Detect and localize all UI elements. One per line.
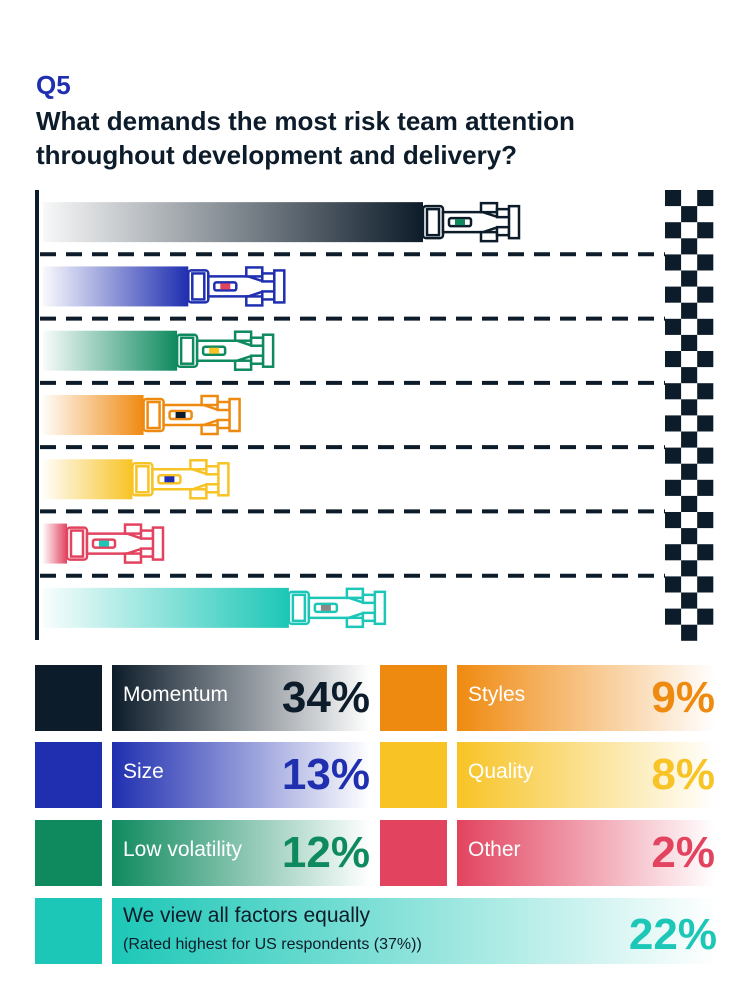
legend-item-other: Other 2% bbox=[345, 820, 720, 886]
legend-swatch bbox=[35, 665, 102, 731]
finish-flag-square bbox=[665, 254, 682, 271]
legend-item-momentum: Momentum 34% bbox=[0, 665, 375, 731]
legend-value: 13% bbox=[281, 750, 370, 799]
legend-swatch bbox=[380, 820, 447, 886]
legend-label-box: Momentum 34% bbox=[112, 665, 370, 731]
finish-flag-square bbox=[681, 302, 698, 319]
finish-flag-square bbox=[681, 592, 698, 609]
legend-value: 2% bbox=[651, 828, 715, 877]
legend-item-low-volatility: Low volatility 12% bbox=[0, 820, 375, 886]
finish-flag-square bbox=[665, 512, 682, 529]
finish-flag-square bbox=[665, 415, 682, 432]
finish-flag-square bbox=[681, 560, 698, 577]
finish-flag-square bbox=[665, 318, 682, 335]
bar-6 bbox=[43, 587, 289, 628]
finish-flag-square bbox=[681, 431, 698, 448]
race-car-icon bbox=[131, 459, 230, 500]
race-car-icon bbox=[142, 394, 241, 436]
finish-flag-square bbox=[665, 447, 682, 464]
legend-item-quality: Quality 8% bbox=[345, 742, 720, 808]
race-car-icon bbox=[65, 523, 165, 564]
legend-label-box: We view all factors equally (Rated highe… bbox=[112, 898, 717, 964]
finish-flag-square bbox=[665, 544, 682, 561]
finish-flag-square bbox=[665, 608, 682, 625]
legend-item-all-factors-equally: We view all factors equally (Rated highe… bbox=[0, 898, 720, 964]
finish-flag-square bbox=[681, 367, 698, 384]
finish-flag-square bbox=[681, 463, 698, 480]
legend-label: Quality bbox=[468, 760, 534, 783]
legend-item-size: Size 13% bbox=[0, 742, 375, 808]
race-car-icon bbox=[421, 201, 521, 243]
finish-flag-square bbox=[697, 286, 714, 303]
legend-swatch bbox=[35, 820, 102, 886]
bar-4 bbox=[43, 459, 133, 500]
finish-flag-square bbox=[681, 334, 698, 351]
finish-flag-square bbox=[665, 479, 682, 496]
finish-flag-square bbox=[665, 576, 682, 593]
legend-label: Other bbox=[468, 838, 521, 861]
finish-flag-square bbox=[697, 222, 714, 239]
legend-label: Size bbox=[123, 760, 164, 783]
bar-1 bbox=[43, 266, 189, 307]
chart-title: What demands the most risk team attentio… bbox=[36, 106, 575, 170]
legend-note: (Rated highest for US respondents (37%)) bbox=[123, 936, 422, 953]
finish-flag-square bbox=[697, 351, 714, 368]
finish-flag-square bbox=[697, 415, 714, 432]
legend-label-box: Other 2% bbox=[457, 820, 715, 886]
finish-flag-square bbox=[697, 576, 714, 593]
bars bbox=[43, 201, 521, 629]
bar-0 bbox=[43, 202, 423, 243]
legend-label-box: Quality 8% bbox=[457, 742, 715, 808]
legend-label-box: Low volatility 12% bbox=[112, 820, 370, 886]
legend-label: Low volatility bbox=[123, 838, 243, 861]
track bbox=[35, 190, 714, 641]
finish-flag-square bbox=[697, 447, 714, 464]
legend-swatch bbox=[35, 898, 102, 964]
finish-flag-square bbox=[681, 399, 698, 416]
legend-label-box: Size 13% bbox=[112, 742, 370, 808]
finish-flag-square bbox=[697, 512, 714, 529]
legend-item-styles: Styles 9% bbox=[345, 665, 720, 731]
legend-value: 12% bbox=[281, 828, 370, 877]
legend-swatch bbox=[35, 742, 102, 808]
finish-flag-square bbox=[665, 286, 682, 303]
finish-flag-square bbox=[697, 254, 714, 271]
finish-flag-square bbox=[665, 351, 682, 368]
legend-label-box: Styles 9% bbox=[457, 665, 715, 731]
finish-flag-square bbox=[665, 383, 682, 400]
race-car-icon bbox=[287, 587, 387, 629]
race-car-icon bbox=[175, 330, 275, 371]
finish-flag-square bbox=[681, 270, 698, 287]
legend-value: 9% bbox=[651, 673, 715, 722]
finish-flag-square bbox=[665, 190, 682, 207]
finish-flag-square bbox=[681, 206, 698, 223]
finish-flag-square bbox=[697, 318, 714, 335]
finish-flag-square bbox=[681, 238, 698, 255]
bar-3 bbox=[43, 395, 144, 435]
legend-label: Styles bbox=[468, 683, 526, 706]
finish-flag-square bbox=[697, 383, 714, 400]
bar-2 bbox=[43, 330, 178, 371]
race-car-icon bbox=[187, 266, 286, 307]
finish-flag-square bbox=[681, 624, 698, 641]
finish-flag-square bbox=[697, 479, 714, 496]
finish-flag-square bbox=[665, 222, 682, 239]
finish-flag-square bbox=[681, 528, 698, 545]
legend-value: 22% bbox=[628, 910, 717, 959]
question-number: Q5 bbox=[36, 70, 71, 100]
legend-label: We view all factors equally bbox=[123, 904, 371, 927]
legend-label: Momentum bbox=[123, 683, 229, 706]
finish-flag-square bbox=[681, 495, 698, 512]
finish-flag-square bbox=[697, 190, 714, 207]
legend-swatch bbox=[380, 742, 447, 808]
bar-5 bbox=[43, 523, 67, 564]
finish-flag-square bbox=[697, 544, 714, 561]
legend-value: 34% bbox=[281, 673, 370, 722]
legend-value: 8% bbox=[651, 750, 715, 799]
legend-swatch bbox=[380, 665, 447, 731]
finish-flag-square bbox=[697, 608, 714, 625]
